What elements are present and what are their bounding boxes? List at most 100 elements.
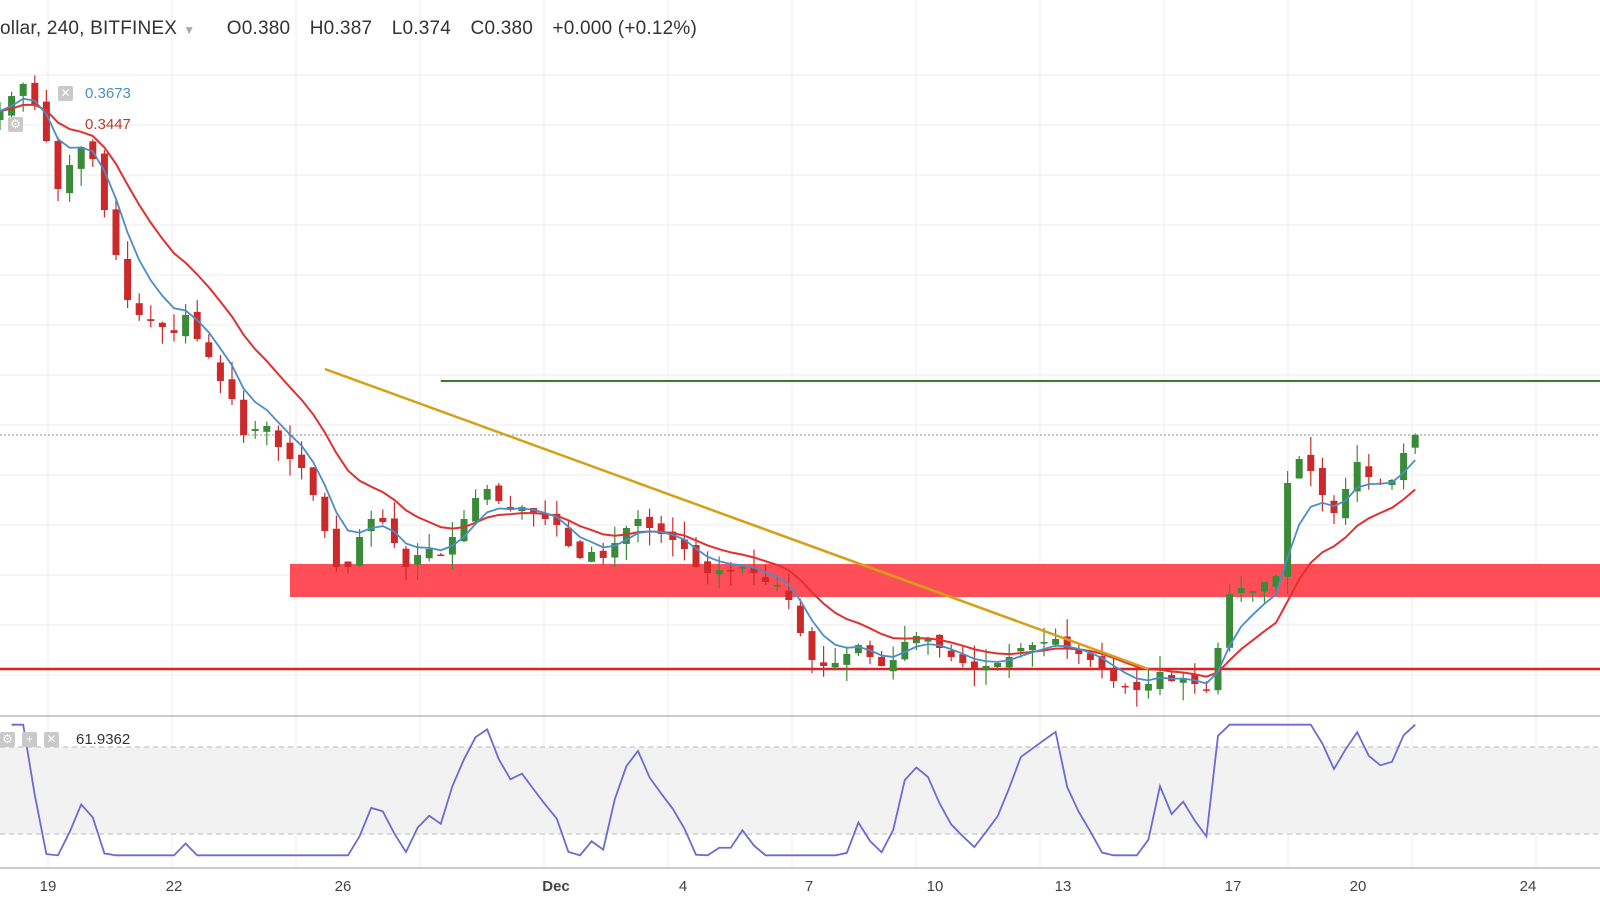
candle-body (588, 552, 596, 562)
candle-body (1005, 657, 1013, 668)
candle-body (994, 663, 1002, 668)
candle-body (773, 585, 781, 587)
chevron-down-icon[interactable]: ▼ (183, 23, 196, 37)
candle-body (1063, 636, 1071, 648)
candle-body (912, 636, 920, 644)
candle-body (634, 519, 642, 527)
candle-body (1133, 681, 1141, 690)
candle-body (1411, 435, 1419, 448)
x-tick-label: 10 (926, 878, 944, 895)
candle-body (715, 570, 723, 575)
candle-body (1214, 648, 1222, 691)
trendline (324, 367, 1149, 671)
candle-body (599, 550, 607, 558)
candle-body (970, 661, 978, 669)
candle-body (553, 513, 561, 525)
candle-body (576, 541, 584, 558)
settings-icon[interactable]: ⚙ (0, 732, 15, 747)
candle-body (564, 527, 572, 546)
x-tick-label: 7 (804, 878, 814, 895)
symbol-label[interactable]: ollar, 240, BITFINEX (0, 18, 178, 39)
candle-body (483, 489, 491, 500)
candle-body (1040, 642, 1048, 644)
candle-body (379, 517, 387, 522)
x-tick-label: 4 (678, 878, 688, 895)
candle-body (182, 315, 190, 337)
candle-body (924, 639, 932, 642)
candle-body (19, 84, 27, 96)
candle-body (77, 147, 85, 169)
candle-body (704, 561, 712, 573)
ma-fast-line (0, 97, 1416, 685)
x-tick-label: 19 (39, 878, 57, 895)
candle-body (611, 543, 619, 558)
candle-body (42, 101, 50, 141)
candle-body (1028, 645, 1036, 651)
x-tick-label: 24 (1519, 878, 1537, 895)
close-icon[interactable]: ✕ (44, 732, 59, 747)
candle-body (785, 590, 793, 600)
candle-body (1249, 591, 1257, 593)
candle-body (205, 342, 213, 357)
candle-body (228, 379, 236, 399)
candle-body (274, 430, 282, 447)
candle-body (727, 569, 735, 572)
candle-body (854, 645, 862, 654)
candle-body (472, 498, 480, 522)
candle-body (332, 528, 340, 567)
candle-body (657, 523, 665, 534)
candle-body (0, 111, 4, 120)
support-resistance-zone (290, 564, 1600, 597)
candle-body (843, 654, 851, 665)
candle-body (1179, 678, 1187, 683)
candle-body (959, 654, 967, 663)
candles (0, 75, 1419, 707)
candle-body (425, 549, 433, 559)
rsi-value: 61.9362 (76, 731, 131, 748)
candle-body (646, 516, 654, 528)
settings-icon[interactable]: ⚙ (8, 117, 23, 132)
candle-body (1272, 576, 1280, 587)
high-value: H0.387 (309, 18, 373, 39)
x-tick-label: 26 (334, 878, 352, 895)
candle-body (321, 496, 329, 531)
plus-icon[interactable]: + (22, 732, 37, 747)
candle-body (1191, 674, 1199, 684)
candle-body (1110, 668, 1118, 681)
candle-body (982, 666, 990, 671)
candle-body (1365, 466, 1373, 477)
candle-body (460, 519, 468, 542)
candle-body (135, 303, 143, 315)
candle-body (796, 605, 804, 633)
candle-body (1400, 453, 1408, 481)
candle-body (66, 165, 74, 194)
candle-body (367, 519, 375, 532)
candle-body (1342, 489, 1350, 519)
candle-body (170, 330, 178, 333)
x-tick-label: 20 (1349, 878, 1367, 895)
candle-body (901, 642, 909, 660)
x-tick-label: Dec (542, 878, 570, 895)
x-tick-label: 22 (165, 878, 183, 895)
candle-body (1284, 483, 1292, 577)
candle-body (680, 539, 688, 549)
rsi-band (0, 747, 1600, 834)
close-value: C0.380 (470, 18, 533, 39)
candle-body (1226, 594, 1234, 648)
candle-body (541, 513, 549, 519)
rsi-line (11, 723, 1416, 857)
chart-header: ollar, 240, BITFINEX ▼ O0.380 H0.387 L0.3… (0, 18, 711, 40)
close-icon[interactable]: ✕ (58, 86, 73, 101)
candle-body (263, 426, 271, 432)
x-tick-label: 13 (1054, 878, 1072, 895)
candle-body (1237, 588, 1245, 593)
candle-body (100, 153, 108, 210)
candle-body (1144, 684, 1152, 691)
candle-body (309, 467, 317, 495)
candle-body (1260, 582, 1268, 592)
candle-body (216, 362, 224, 381)
ma-slow-line (0, 103, 1416, 678)
candle-body (147, 319, 155, 321)
candle-body (1295, 459, 1303, 479)
